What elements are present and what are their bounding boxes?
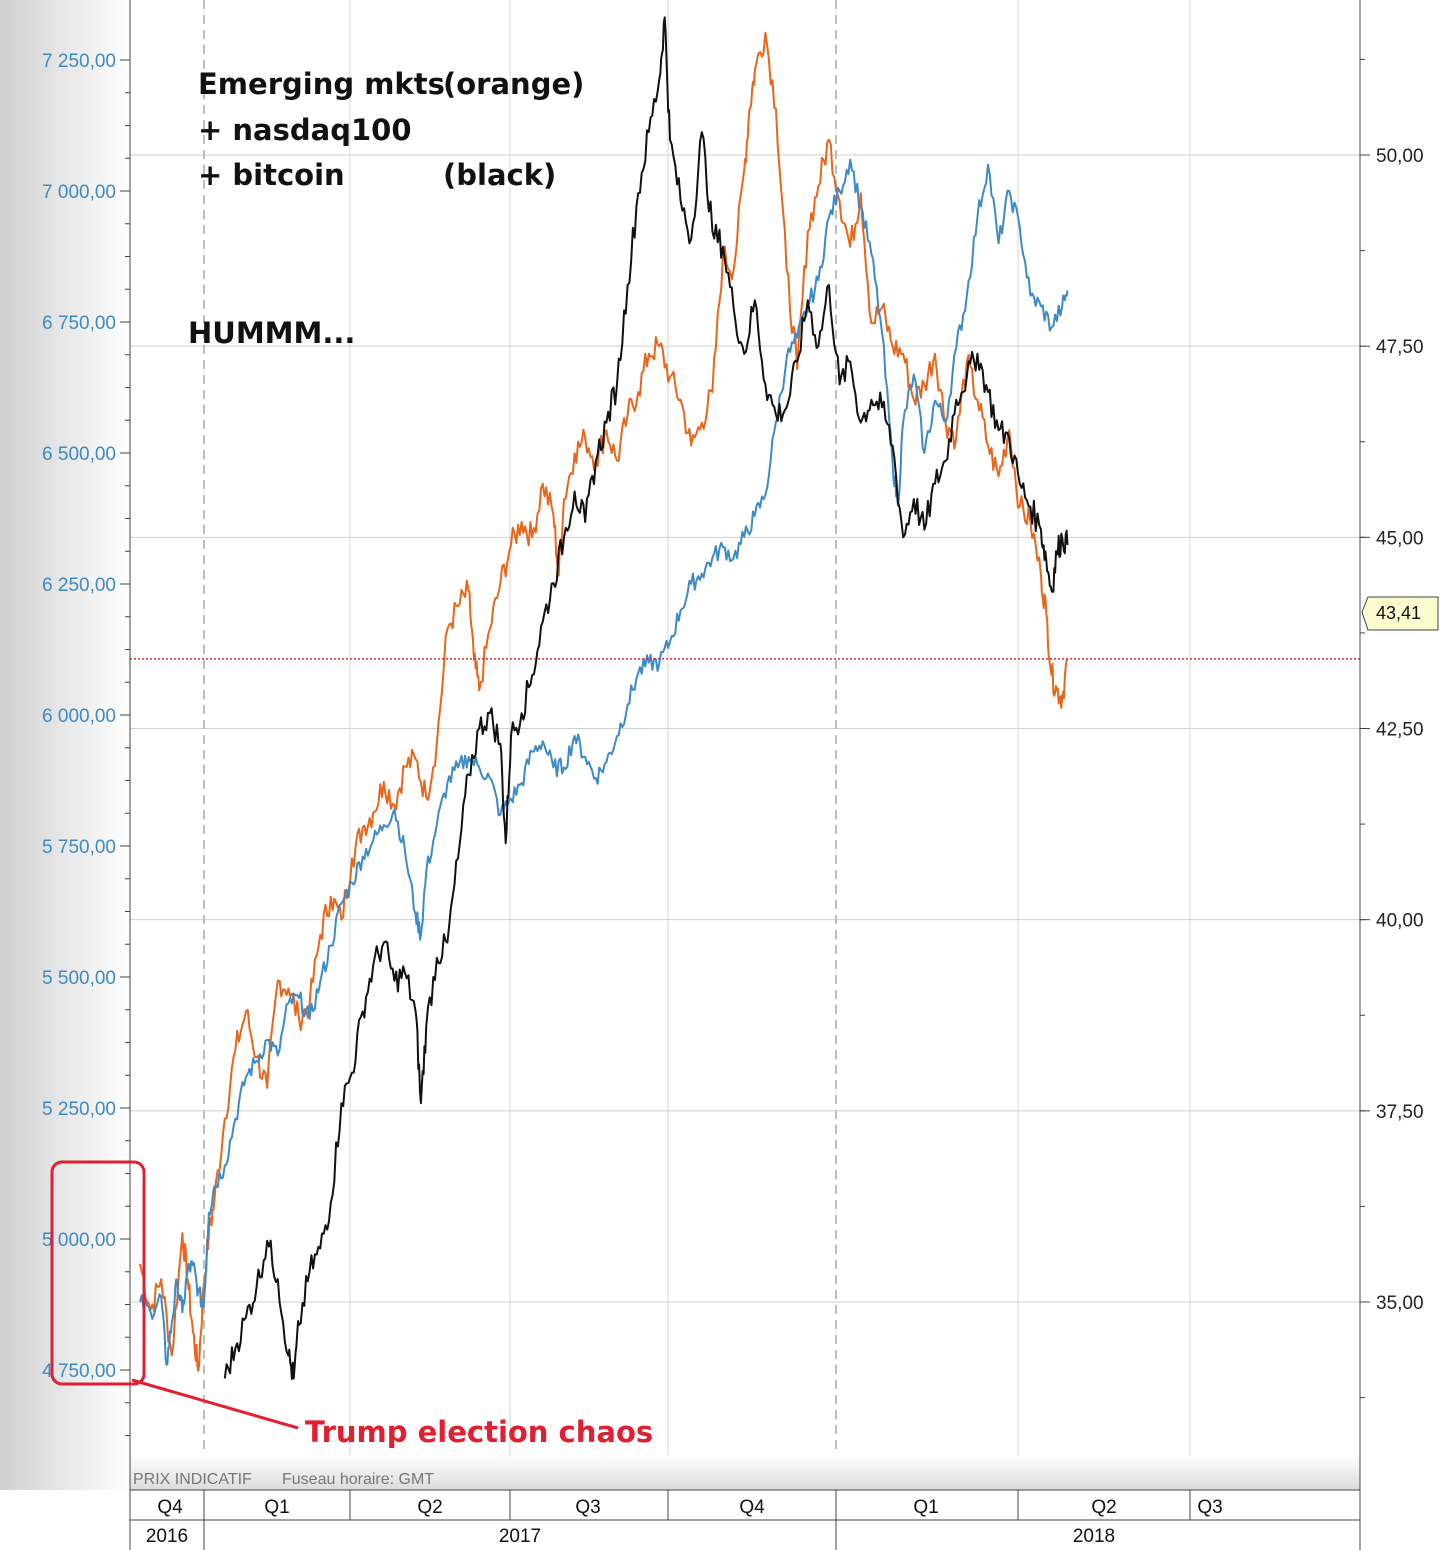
quarter-label: Q4	[739, 1497, 765, 1518]
left-tick-label: 5 750,00	[42, 837, 116, 858]
grid	[130, 0, 1360, 1455]
year-label: 2016	[146, 1526, 188, 1547]
year-label: 2018	[1073, 1526, 1115, 1547]
quarter-label: Q4	[157, 1497, 183, 1518]
right-tick-label: 50,00	[1376, 146, 1424, 167]
quarter-label: Q2	[417, 1497, 442, 1518]
footer-source: PRIX INDICATIF	[133, 1471, 252, 1488]
left-tick-label: 5 500,00	[42, 968, 116, 989]
series-line-bitcoin	[223, 16, 1069, 1380]
right-tick-label: 35,00	[1376, 1293, 1424, 1314]
left-axis-panel	[0, 0, 130, 1490]
quarter-label: Q3	[575, 1497, 600, 1518]
annotation-emerging: Emerging mkts	[198, 67, 445, 101]
series-line-nasdaq-100	[139, 158, 1069, 1366]
series-lines	[130, 16, 1360, 1380]
footer-timezone: Fuseau horaire: GMT	[282, 1471, 434, 1488]
quarter-label: Q1	[264, 1497, 289, 1518]
left-tick-label: 5 000,00	[42, 1230, 116, 1251]
trump-highlight-box	[50, 1160, 146, 1386]
annotation-bitcoin: + bitcoin	[198, 158, 345, 192]
left-tick-label: 6 750,00	[42, 313, 116, 334]
left-tick-label: 6 500,00	[42, 444, 116, 465]
annotation-emerging-color: (orange)	[443, 67, 584, 101]
left-tick-label: 7 250,00	[42, 51, 116, 72]
trump-pointer-line	[131, 1378, 299, 1430]
right-tick-label: 37,50	[1376, 1102, 1424, 1123]
left-tick-label: 7 000,00	[42, 182, 116, 203]
right-tick-label: 42,50	[1376, 720, 1424, 741]
annotation-nasdaq: + nasdaq100	[198, 113, 412, 147]
quarter-label: Q3	[1197, 1497, 1222, 1518]
plot-footer-band	[130, 1455, 1360, 1490]
right-tick-label: 45,00	[1376, 528, 1424, 549]
left-tick-label: 6 000,00	[42, 706, 116, 727]
axes: 35,0037,5040,0042,5045,0047,5050,0052,50…	[42, 51, 1424, 1550]
series-line-emerging-mkts	[139, 31, 1069, 1372]
left-tick-label: 4 750,00	[42, 1361, 116, 1382]
current-value-label: 43,41	[1376, 603, 1421, 623]
year-label: 2017	[499, 1526, 541, 1547]
current-value-tag-box	[1361, 596, 1439, 631]
annotation-hummm: HUMMM...	[188, 316, 355, 350]
right-tick-label: 40,00	[1376, 911, 1424, 932]
right-tick-label: 47,50	[1376, 337, 1424, 358]
right-axis-panel	[1360, 0, 1451, 1550]
annotation-trump: Trump election chaos	[305, 1415, 653, 1449]
quarter-label: Q1	[913, 1497, 938, 1518]
current-value-tag: 43,41	[1361, 596, 1439, 631]
annotation-bitcoin-color: (black)	[443, 158, 556, 192]
quarter-label: Q2	[1091, 1497, 1116, 1518]
left-tick-label: 5 250,00	[42, 1099, 116, 1120]
left-tick-label: 6 250,00	[42, 575, 116, 596]
